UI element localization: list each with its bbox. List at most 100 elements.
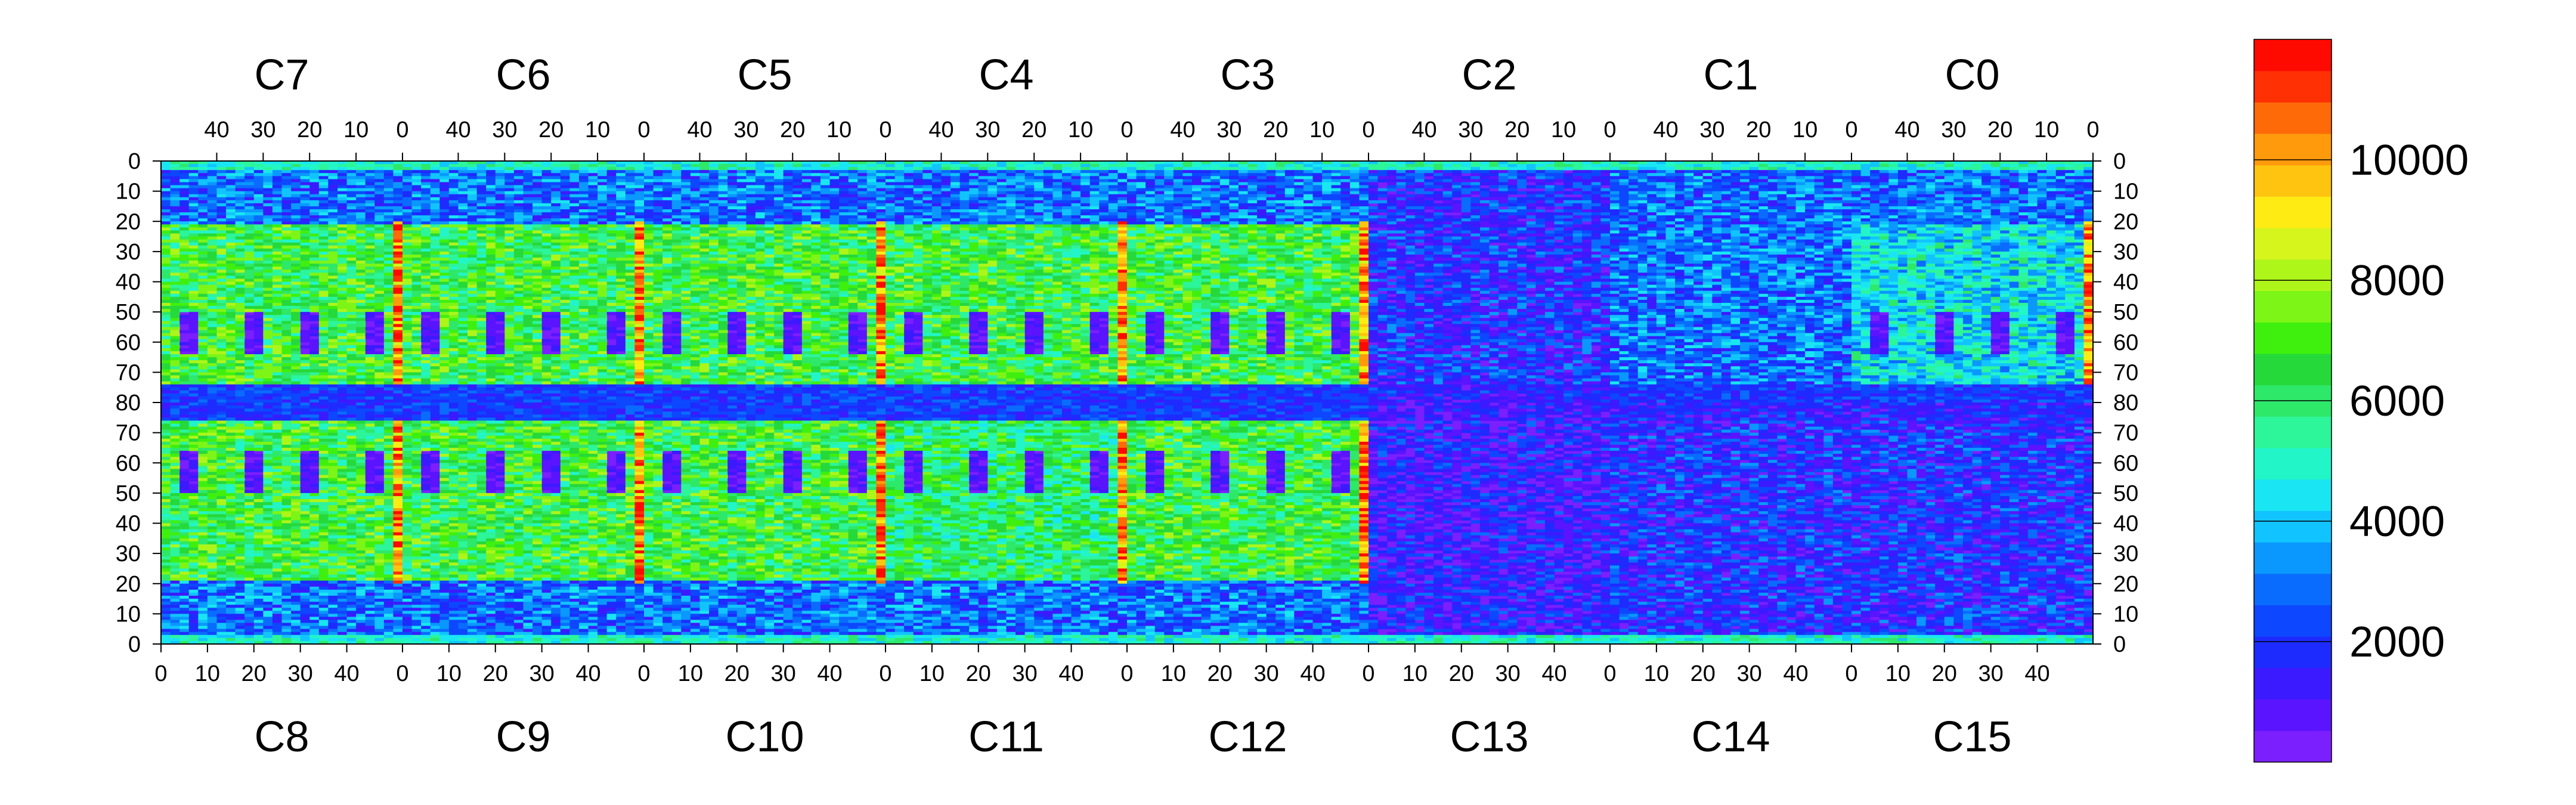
heat-cell bbox=[291, 203, 301, 207]
heat-cell bbox=[309, 254, 320, 258]
heat-cell bbox=[439, 242, 450, 246]
heat-cell bbox=[625, 191, 635, 195]
heat-cell bbox=[402, 248, 413, 252]
heat-cell bbox=[662, 224, 673, 228]
heat-cell bbox=[421, 215, 431, 219]
heat-cell bbox=[281, 378, 292, 382]
heat-cell bbox=[300, 318, 310, 321]
heat-cell bbox=[263, 182, 273, 185]
heat-cell bbox=[560, 242, 570, 246]
heat-cell bbox=[365, 267, 375, 270]
heat-cell bbox=[820, 197, 831, 201]
heat-cell bbox=[198, 351, 208, 355]
heat-cell bbox=[513, 366, 524, 370]
heat-cell bbox=[402, 188, 413, 192]
heat-cell bbox=[291, 230, 301, 234]
heat-cell bbox=[606, 161, 617, 165]
heat-cell bbox=[207, 363, 217, 367]
heat-cell bbox=[811, 194, 821, 198]
heat-cell bbox=[783, 164, 793, 168]
heat-cell bbox=[337, 197, 348, 201]
heat-cell bbox=[699, 236, 710, 240]
heat-cell bbox=[170, 275, 180, 279]
heat-cell bbox=[523, 212, 533, 216]
heat-cell bbox=[774, 188, 784, 192]
heat-cell bbox=[606, 212, 617, 216]
heat-cell bbox=[560, 167, 570, 171]
heat-cell bbox=[597, 197, 608, 201]
heat-cell bbox=[551, 176, 561, 179]
heat-cell bbox=[616, 281, 626, 286]
heat-cell bbox=[523, 173, 533, 177]
heat-cell bbox=[811, 230, 821, 234]
heat-cell bbox=[328, 275, 338, 279]
heat-cell bbox=[337, 230, 348, 234]
heat-cell bbox=[291, 287, 301, 292]
heat-cell bbox=[272, 194, 282, 198]
heat-cell bbox=[253, 381, 264, 385]
heat-cell bbox=[235, 275, 245, 279]
heat-cell bbox=[597, 218, 608, 222]
heat-cell bbox=[207, 278, 217, 282]
heat-cell bbox=[866, 236, 877, 240]
heat-cell bbox=[578, 185, 589, 189]
heat-cell bbox=[829, 233, 840, 237]
heat-cell bbox=[235, 161, 245, 165]
heat-cell bbox=[346, 302, 357, 306]
heat-cell bbox=[718, 212, 728, 216]
heat-cell bbox=[309, 345, 320, 349]
heat-cell bbox=[430, 293, 440, 298]
heat-cell bbox=[588, 336, 598, 340]
heat-cell bbox=[625, 218, 635, 222]
heat-cell bbox=[671, 248, 682, 252]
heat-cell bbox=[764, 215, 775, 219]
heat-cell bbox=[681, 191, 691, 195]
heat-cell bbox=[634, 230, 645, 234]
heat-cell bbox=[486, 333, 496, 337]
heat-cell bbox=[291, 306, 301, 309]
heat-cell bbox=[216, 170, 227, 174]
heat-cell bbox=[801, 197, 812, 201]
heat-cell bbox=[811, 218, 821, 222]
heat-cell bbox=[634, 348, 645, 352]
heat-cell bbox=[235, 399, 245, 403]
heat-cell bbox=[346, 267, 357, 270]
heat-cell bbox=[328, 369, 338, 373]
heat-cell bbox=[476, 345, 487, 349]
heat-cell bbox=[569, 224, 580, 228]
heat-cell bbox=[551, 170, 561, 174]
heat-cell bbox=[161, 248, 171, 252]
heat-cell bbox=[560, 267, 570, 270]
heat-cell bbox=[383, 248, 394, 252]
heat-cell bbox=[337, 170, 348, 174]
heat-cell bbox=[467, 224, 478, 228]
heat-cell bbox=[532, 321, 543, 324]
heat-cell bbox=[578, 399, 589, 403]
heat-cell bbox=[244, 360, 255, 364]
heat-cell bbox=[170, 381, 180, 385]
heat-cell bbox=[253, 200, 264, 204]
heat-cell bbox=[263, 354, 273, 358]
heat-cell bbox=[801, 230, 812, 234]
heat-cell bbox=[356, 197, 366, 201]
heat-cell bbox=[291, 215, 301, 219]
heat-cell bbox=[597, 284, 608, 289]
heat-cell bbox=[365, 236, 375, 240]
heat-cell bbox=[486, 306, 496, 309]
heat-cell bbox=[699, 194, 710, 198]
heat-cell bbox=[578, 390, 589, 394]
heat-cell bbox=[718, 221, 728, 225]
heat-cell bbox=[179, 261, 190, 264]
heat-cell bbox=[309, 173, 320, 177]
heat-cell bbox=[365, 366, 375, 370]
heat-cell bbox=[495, 306, 505, 309]
heat-cell bbox=[866, 261, 877, 264]
heat-cell bbox=[504, 393, 515, 397]
heat-cell bbox=[811, 239, 821, 243]
heat-cell bbox=[383, 236, 394, 240]
heat-cell bbox=[541, 366, 552, 370]
heat-cell bbox=[439, 375, 450, 379]
heat-cell bbox=[476, 333, 487, 337]
heat-cell bbox=[291, 200, 301, 204]
heat-cell bbox=[281, 348, 292, 352]
